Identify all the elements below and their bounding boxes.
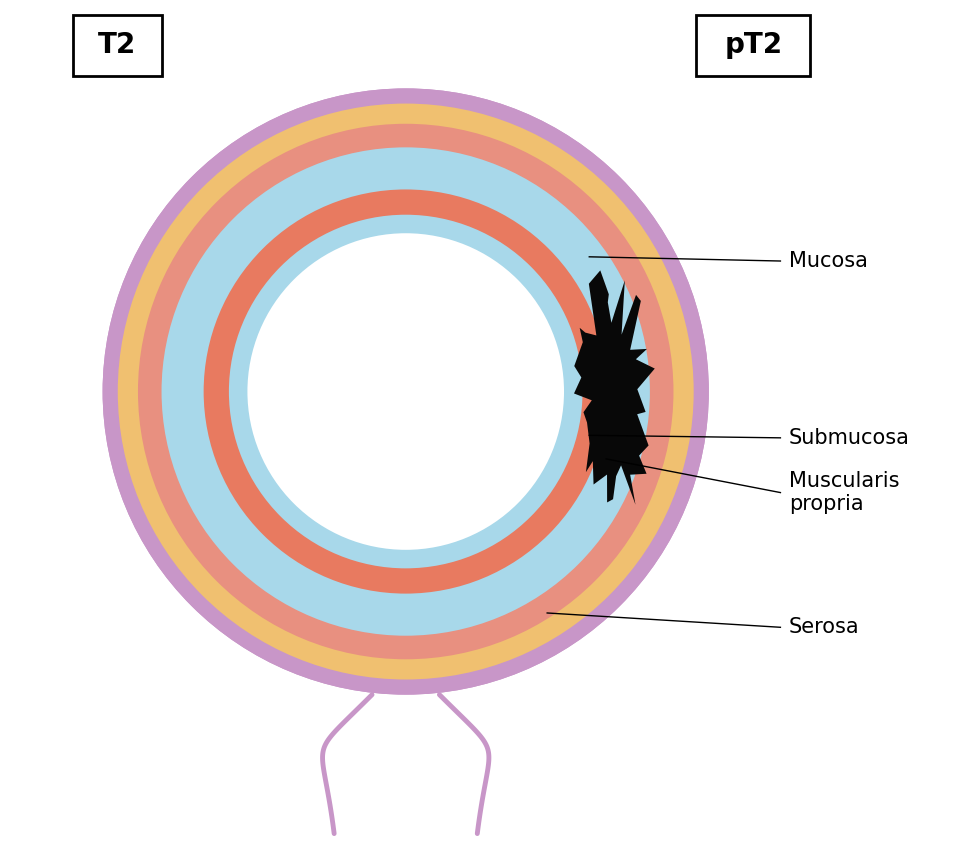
- Circle shape: [247, 233, 564, 550]
- Circle shape: [103, 88, 709, 695]
- Circle shape: [117, 104, 693, 679]
- FancyBboxPatch shape: [73, 15, 162, 76]
- Circle shape: [203, 189, 608, 594]
- Circle shape: [117, 104, 693, 679]
- Text: Serosa: Serosa: [789, 617, 859, 637]
- FancyBboxPatch shape: [696, 15, 810, 76]
- Circle shape: [229, 215, 583, 568]
- Text: Mucosa: Mucosa: [789, 251, 868, 271]
- Circle shape: [162, 147, 650, 636]
- Circle shape: [247, 233, 564, 550]
- Circle shape: [203, 189, 608, 594]
- Text: T2: T2: [98, 31, 136, 60]
- Text: Submucosa: Submucosa: [789, 428, 910, 448]
- Circle shape: [138, 124, 673, 659]
- Text: Muscularis
propria: Muscularis propria: [789, 471, 899, 514]
- Text: pT2: pT2: [724, 31, 783, 60]
- Polygon shape: [574, 270, 655, 504]
- Circle shape: [229, 215, 583, 568]
- Circle shape: [103, 88, 709, 695]
- Circle shape: [138, 124, 673, 659]
- Circle shape: [162, 147, 650, 636]
